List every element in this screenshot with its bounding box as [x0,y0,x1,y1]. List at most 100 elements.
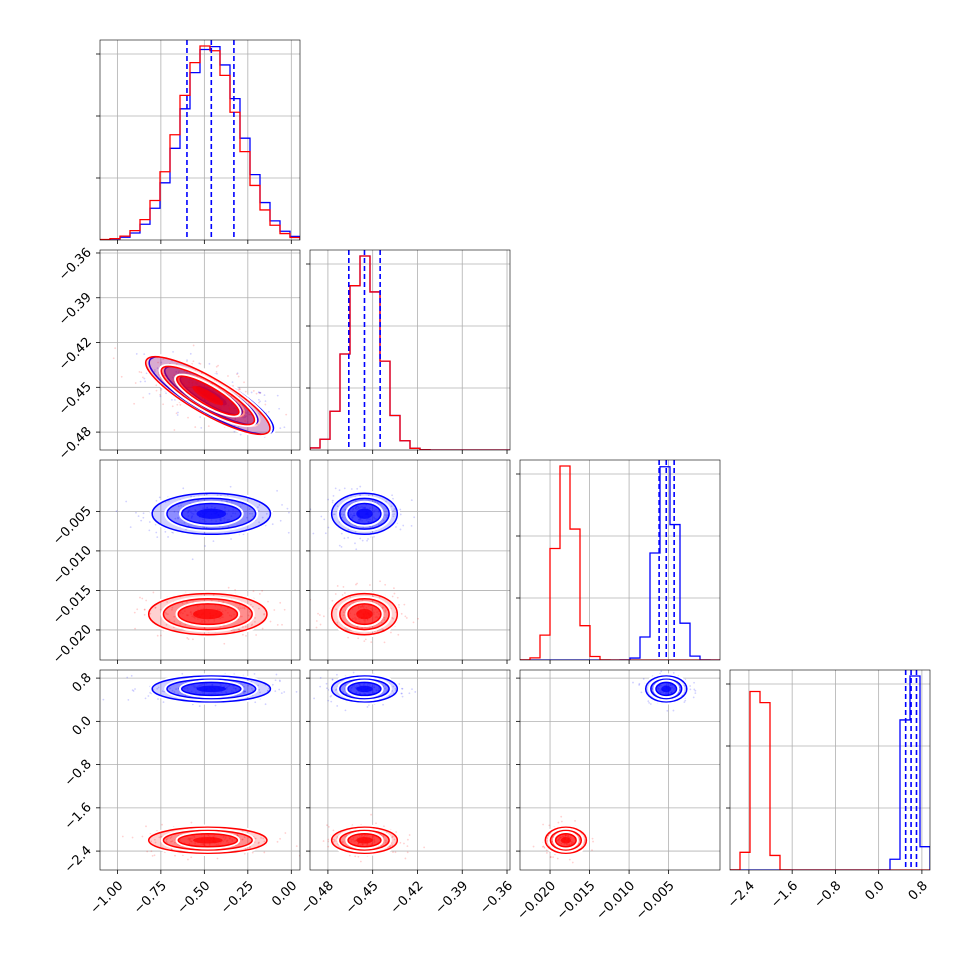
scatter-point [139,596,141,599]
scatter-point [689,688,692,691]
scatter-point [189,352,192,355]
scatter-point [168,619,171,622]
scatter-point [171,689,174,692]
scatter-point [258,607,260,610]
scatter-point [357,637,360,640]
contour-line [147,592,268,636]
scatter-point [152,591,155,594]
y-tick-label: −1.6 [62,800,95,833]
scatter-point [278,688,281,691]
contour-line [650,678,683,700]
x-tick-label: −0.50 [175,878,214,917]
scatter-point [399,513,402,516]
scatter-point [154,606,157,609]
scatter-point [549,856,552,859]
histogram-series-0 [730,675,930,870]
contour-halo [158,363,258,428]
scatter-point [162,701,165,704]
scatter-point [239,388,241,391]
scatter-point [133,611,136,614]
scatter-point [199,416,202,418]
scatter-point [258,592,261,595]
scatter-point [399,841,402,844]
scatter-point [672,709,675,712]
scatter-point [678,686,681,689]
scatter-point [319,677,322,679]
scatter-point [155,499,158,502]
density-level [356,609,373,620]
scatter-point [181,672,184,675]
scatter-point [301,695,303,697]
scatter-point [120,375,123,378]
scatter-point [380,621,383,624]
contour-line [177,603,239,626]
scatter-point [215,365,218,368]
scatter-point [238,628,241,631]
contour-halo [337,495,392,532]
scatter-point [258,688,261,691]
scatter-point [379,580,381,583]
panel-frame [99,459,301,661]
scatter-point [393,838,396,841]
contour-line [347,833,382,848]
scatter-point [342,586,345,588]
scatter-point [267,687,270,690]
scatter-point [150,850,153,853]
scatter-point [243,836,246,839]
scatter-point [127,698,130,701]
contour-line [176,375,240,416]
scatter-point [370,813,372,816]
scatter-point [265,512,268,515]
scatter-point [244,690,246,693]
scatter-point [382,835,385,838]
scatter-point [315,620,318,622]
scatter-point [97,338,99,340]
scatter-point [336,705,339,707]
scatter-point [250,687,253,690]
scatter-point [401,687,403,690]
scatter-point [341,841,343,843]
scatter-point [279,680,281,683]
scatter-point [400,692,403,695]
scatter-point [684,699,687,702]
scatter-point [171,398,173,401]
scatter-point [234,418,237,421]
scatter-point [640,691,643,694]
scatter-point [145,599,148,602]
scatter-point [693,688,696,691]
scatter-point [183,521,186,524]
panel-frame [309,669,511,871]
scatter-point [241,607,244,609]
scatter-point [384,610,387,613]
scatter-point [261,516,264,519]
y-tick-label: −0.020 [50,622,95,667]
scatter-point [340,532,343,535]
panel-2-0 [100,460,300,660]
scatter-point [174,854,176,857]
contour-halo [653,679,680,699]
scatter-point [363,640,366,643]
scatter-point [149,612,152,615]
scatter-point [157,686,160,689]
scatter-point [241,633,244,636]
scatter-point [383,825,385,828]
scatter-point [171,606,174,609]
scatter-point [237,425,240,428]
scatter-point [166,613,169,616]
scatter-point [135,511,137,514]
scatter-point [342,611,345,614]
scatter-point [571,861,574,864]
scatter-point [406,845,409,847]
scatter-point [241,838,244,841]
scatter-point [340,546,343,548]
scatter-point [230,500,233,503]
scatter-point [319,623,322,626]
scatter-point [385,516,388,519]
scatter-point [352,601,355,604]
scatter-point [227,525,230,528]
scatter-point [170,840,172,843]
scatter-point [350,488,353,490]
scatter-point [182,487,185,490]
scatter-point [397,633,400,636]
panel-frame [519,669,721,871]
